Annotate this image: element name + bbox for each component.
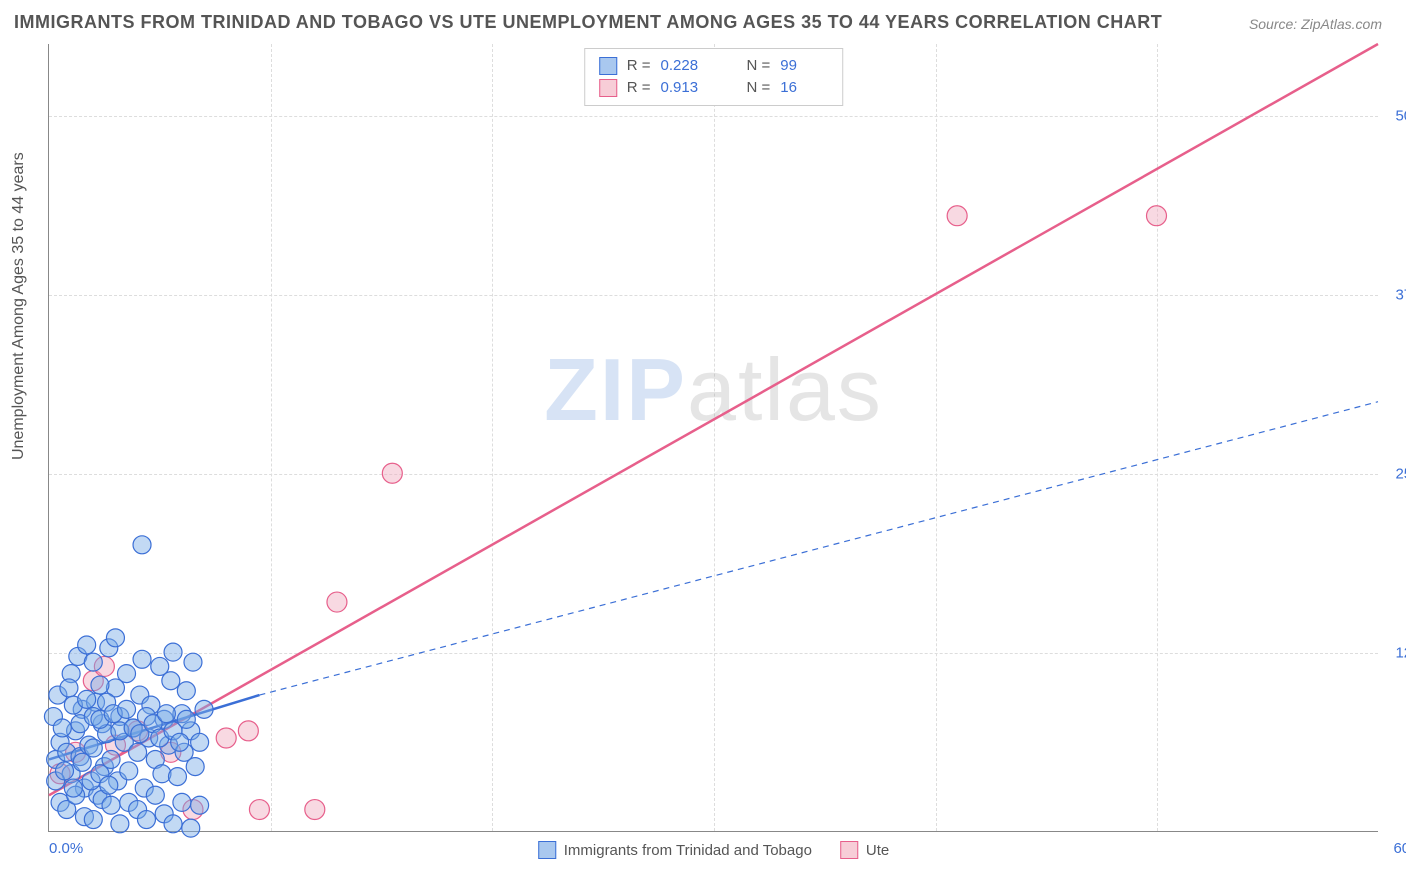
stat-r-value: 0.228 xyxy=(661,55,709,77)
scatter-point-blue xyxy=(120,762,138,780)
y-axis-label: Unemployment Among Ages 35 to 44 years xyxy=(10,152,28,460)
stat-n-label: N = xyxy=(747,77,771,99)
scatter-point-blue xyxy=(184,653,202,671)
scatter-point-pink xyxy=(249,800,269,820)
scatter-point-blue xyxy=(106,629,124,647)
scatter-point-blue xyxy=(118,665,136,683)
legend-swatch xyxy=(599,79,617,97)
scatter-point-blue xyxy=(182,819,200,837)
legend-swatch xyxy=(840,841,858,859)
source-attribution: Source: ZipAtlas.com xyxy=(1249,16,1382,32)
y-tick-label: 37.5% xyxy=(1388,286,1406,303)
legend-stats-box: R = 0.228 N = 99 R = 0.913 N = 16 xyxy=(584,48,844,106)
scatter-point-blue xyxy=(177,682,195,700)
scatter-point-blue xyxy=(186,758,204,776)
stat-r-label: R = xyxy=(627,55,651,77)
scatter-point-blue xyxy=(84,653,102,671)
scatter-point-blue xyxy=(133,650,151,668)
scatter-point-blue xyxy=(157,705,175,723)
legend-swatch xyxy=(599,57,617,75)
y-tick-label: 12.5% xyxy=(1388,644,1406,661)
scatter-point-blue xyxy=(164,815,182,833)
scatter-point-pink xyxy=(216,728,236,748)
stat-r-value: 0.913 xyxy=(661,77,709,99)
chart-title: IMMIGRANTS FROM TRINIDAD AND TOBAGO VS U… xyxy=(14,12,1162,33)
scatter-point-blue xyxy=(73,753,91,771)
x-tick-label: 0.0% xyxy=(49,840,83,857)
scatter-point-blue xyxy=(64,779,82,797)
trend-line xyxy=(259,402,1378,695)
scatter-point-blue xyxy=(102,796,120,814)
bottom-legend: Immigrants from Trinidad and Tobago Ute xyxy=(538,841,890,859)
scatter-point-blue xyxy=(78,690,96,708)
scatter-point-blue xyxy=(56,762,74,780)
legend-item: Immigrants from Trinidad and Tobago xyxy=(538,841,812,859)
scatter-point-blue xyxy=(153,765,171,783)
legend-label: Ute xyxy=(866,842,889,859)
legend-item: Ute xyxy=(840,841,889,859)
scatter-point-blue xyxy=(146,786,164,804)
scatter-point-blue xyxy=(191,796,209,814)
scatter-point-pink xyxy=(1147,206,1167,226)
trend-line xyxy=(49,44,1378,795)
stat-n-label: N = xyxy=(747,55,771,77)
scatter-point-blue xyxy=(53,719,71,737)
scatter-point-blue xyxy=(100,776,118,794)
legend-stats-row: R = 0.228 N = 99 xyxy=(599,55,829,77)
x-tick-label: 60.0% xyxy=(1393,840,1406,857)
legend-stats-row: R = 0.913 N = 16 xyxy=(599,77,829,99)
scatter-point-blue xyxy=(195,700,213,718)
stat-n-value: 16 xyxy=(780,77,828,99)
scatter-point-blue xyxy=(171,733,189,751)
scatter-point-pink xyxy=(238,721,258,741)
scatter-point-blue xyxy=(133,536,151,554)
scatter-point-pink xyxy=(947,206,967,226)
scatter-point-blue xyxy=(60,679,78,697)
chart-svg xyxy=(49,44,1378,831)
scatter-point-blue xyxy=(173,793,191,811)
scatter-point-blue xyxy=(118,700,136,718)
scatter-point-pink xyxy=(382,463,402,483)
stat-n-value: 99 xyxy=(780,55,828,77)
scatter-point-blue xyxy=(111,815,129,833)
y-tick-label: 50.0% xyxy=(1388,107,1406,124)
plot-area: ZIPatlas R =0.228N =99R =0.913N =16 Immi… xyxy=(48,44,1378,832)
scatter-point-blue xyxy=(177,710,195,728)
scatter-point-pink xyxy=(305,800,325,820)
scatter-point-blue xyxy=(164,643,182,661)
legend-swatch xyxy=(538,841,556,859)
scatter-point-blue xyxy=(78,636,96,654)
legend-label: Immigrants from Trinidad and Tobago xyxy=(564,842,812,859)
scatter-point-pink xyxy=(327,592,347,612)
scatter-point-blue xyxy=(137,811,155,829)
y-tick-label: 25.0% xyxy=(1388,465,1406,482)
scatter-point-blue xyxy=(91,676,109,694)
scatter-point-blue xyxy=(84,811,102,829)
scatter-point-blue xyxy=(168,768,186,786)
stat-r-label: R = xyxy=(627,77,651,99)
scatter-point-blue xyxy=(162,672,180,690)
scatter-point-blue xyxy=(191,733,209,751)
